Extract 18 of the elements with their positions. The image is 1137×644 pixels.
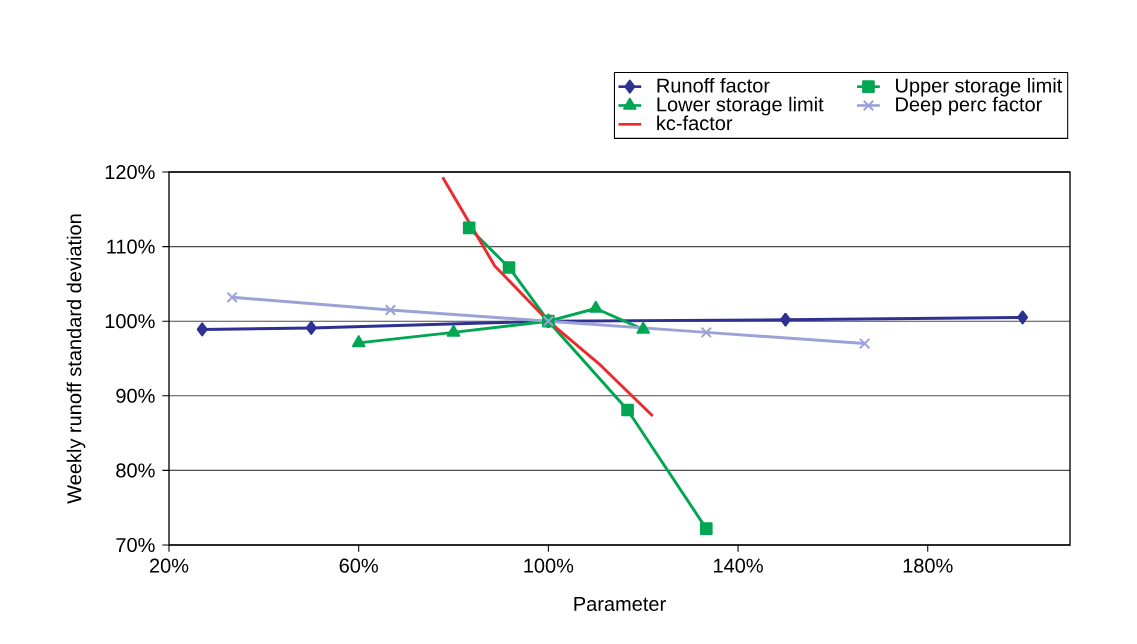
x-tick-label: 20% [150,558,189,573]
x-tick-label: 60% [339,558,378,573]
x-axis-title: Parameter [574,597,666,611]
y-tick-label: 100% [105,314,155,329]
x-tick-label: 140% [714,558,763,573]
legend-label: Lower storage limit [657,96,824,116]
legend-label: Runoff factor [657,77,770,93]
y-tick-label: 120% [105,164,155,180]
legend-label: Deep perc factor [896,96,1042,116]
legend-label: Upper storage limit [896,77,1063,97]
y-axis-title: Weekly runoff standard deviation [66,214,86,504]
x-tick-label: 100% [524,558,574,573]
x-tick-label: 180% [903,558,953,573]
y-tick-label: 70% [116,537,155,553]
legend-label: kc-factor [657,115,733,131]
y-tick-label: 90% [116,388,155,403]
y-tick-label: 110% [107,239,155,254]
y-tick-label: 80% [116,463,155,478]
